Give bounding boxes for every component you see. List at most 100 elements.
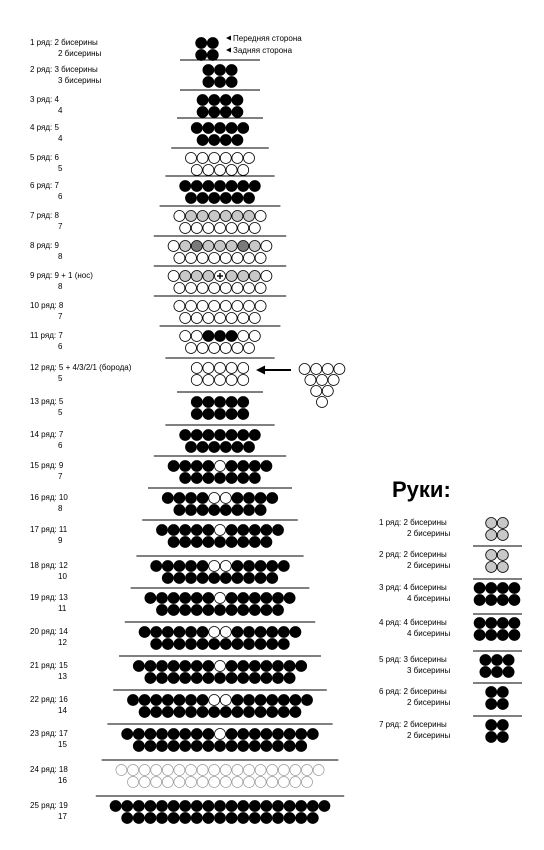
front-bead [243, 492, 255, 504]
front-bead [208, 764, 221, 776]
row-label: 2 ряд: 3 бисерины [30, 65, 98, 74]
back-bead [306, 812, 319, 824]
front-bead [202, 330, 215, 342]
back-bead [254, 252, 267, 264]
front-bead [219, 94, 232, 106]
back-bead [237, 604, 250, 616]
front-bead [167, 592, 180, 604]
back-bead [237, 472, 250, 484]
body-row-7: 7 ряд: 8 7 [30, 210, 267, 234]
front-bead [219, 560, 232, 572]
front-bead [132, 660, 145, 672]
row-sublabel: 11 [58, 604, 67, 613]
row-sublabel: 4 [58, 106, 63, 115]
front-bead [237, 330, 250, 342]
back-bead [301, 776, 313, 788]
front-bead [243, 300, 255, 312]
front-bead [248, 660, 261, 672]
back-bead [237, 374, 250, 386]
body-row-20: 20 ряд: 14 12 [30, 626, 302, 650]
front-bead [473, 617, 486, 629]
front-bead [225, 460, 238, 472]
front-bead [185, 764, 197, 776]
front-bead [173, 764, 186, 776]
back-bead [266, 572, 279, 584]
front-bead [243, 560, 255, 572]
back-bead [185, 441, 197, 453]
body-row-15: 15 ряд: 9 7 [30, 460, 273, 484]
row-label: 8 ряд: 9 [30, 241, 59, 250]
front-bead [260, 728, 273, 740]
front-bead [231, 694, 244, 706]
front-bead [254, 210, 267, 222]
row-sublabel: 13 [58, 672, 67, 681]
body-row-4: 4 ряд: 5 4 [30, 122, 250, 146]
front-bead [243, 694, 255, 706]
front-bead [208, 210, 221, 222]
front-bead [225, 362, 238, 374]
row-sublabel: 10 [58, 572, 67, 581]
back-bead [208, 441, 221, 453]
front-bead [167, 800, 180, 812]
back-bead [144, 740, 157, 752]
front-bead [202, 396, 215, 408]
back-bead [202, 812, 215, 824]
back-bead [225, 222, 238, 234]
back-side-label: Задняя сторона [233, 46, 293, 55]
front-bead [260, 800, 273, 812]
back-bead [208, 776, 221, 788]
body-row-8: 8 ряд: 9 8 [30, 240, 273, 264]
front-bead [237, 660, 250, 672]
back-bead [202, 76, 215, 88]
back-bead [219, 504, 232, 516]
back-bead [173, 572, 186, 584]
arm-row-label: 2 ряд: 2 бисерины [379, 550, 447, 559]
front-bead [190, 592, 203, 604]
back-bead [491, 666, 503, 678]
front-bead [225, 270, 238, 282]
front-bead [185, 492, 197, 504]
front-bead [260, 660, 273, 672]
back-bead [173, 252, 186, 264]
back-bead [173, 706, 186, 718]
row-label: 10 ряд: 8 [30, 301, 64, 310]
back-bead [161, 572, 174, 584]
back-bead [167, 672, 180, 684]
back-bead [485, 561, 498, 573]
front-bead [161, 626, 174, 638]
back-bead [185, 572, 197, 584]
back-bead [254, 504, 267, 516]
front-bead [161, 764, 174, 776]
arm-row-7: 7 ряд: 2 бисерины 2 бисерины [379, 719, 509, 743]
back-bead [190, 472, 203, 484]
back-bead [167, 536, 180, 548]
back-bead [214, 812, 226, 824]
back-bead [237, 536, 250, 548]
front-bead [190, 270, 203, 282]
row-sublabel: 5 [58, 164, 63, 173]
beard-bead [310, 363, 323, 375]
front-bead [179, 330, 192, 342]
back-bead [248, 312, 261, 324]
front-bead [254, 300, 267, 312]
back-bead [173, 638, 186, 650]
back-bead [208, 252, 221, 264]
back-bead [225, 312, 238, 324]
back-bead [173, 282, 186, 294]
front-bead [167, 240, 180, 252]
back-bead [214, 76, 226, 88]
front-bead [485, 582, 498, 594]
front-bead [127, 694, 139, 706]
row-label: 13 ряд: 5 [30, 397, 64, 406]
back-bead [231, 706, 244, 718]
arm-row-4: 4 ряд: 4 бисерины 4 бисерины [379, 617, 521, 641]
back-bead [179, 740, 192, 752]
back-bead [508, 594, 521, 606]
front-bead [243, 210, 255, 222]
back-bead [248, 812, 261, 824]
front-bead [208, 492, 221, 504]
front-bead [202, 270, 215, 282]
arm-row-label: 4 ряд: 4 бисерины [379, 618, 447, 627]
back-bead [121, 812, 134, 824]
front-bead [214, 524, 226, 536]
